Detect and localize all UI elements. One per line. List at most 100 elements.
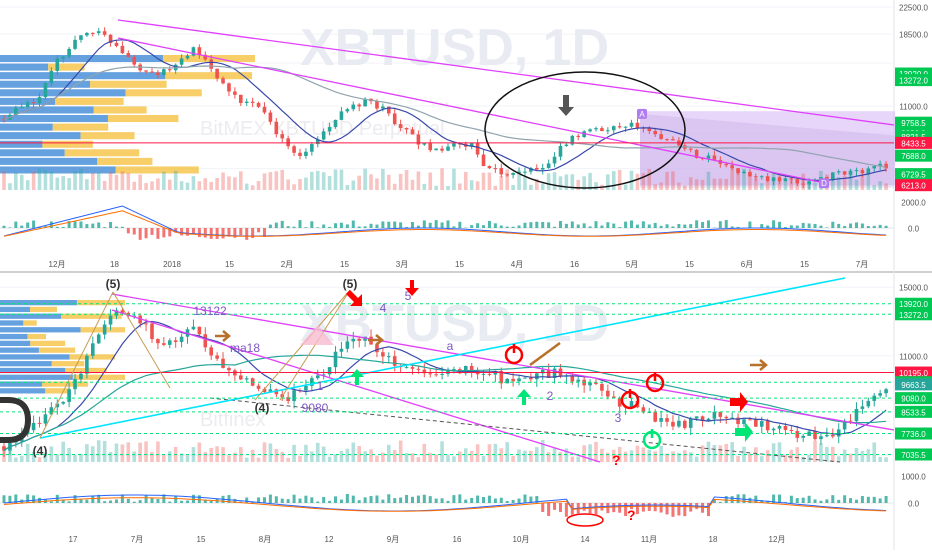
volume-bar (884, 457, 888, 462)
volume-bar (505, 442, 509, 462)
candle (180, 58, 184, 64)
oscillator-histogram-bar (612, 503, 615, 512)
oscillator-histogram-bar (334, 496, 337, 503)
oscillator-histogram-bar (162, 228, 165, 237)
oscillator-histogram-bar (168, 502, 171, 503)
volume-bar (263, 442, 267, 462)
volume-bar (559, 452, 563, 462)
oscillator-pane-1[interactable]: 2000.0 0.0 (0, 199, 926, 240)
volume-bar (553, 172, 557, 190)
volume-bar (328, 457, 332, 462)
candle (695, 416, 699, 418)
volume-profile-bar (27, 334, 46, 339)
oscillator-histogram-bar (606, 503, 609, 513)
oscillator-tick-label: 0.0 (908, 225, 920, 234)
volume-bar (529, 185, 533, 190)
candle (304, 386, 308, 390)
oscillator-histogram-bar (62, 227, 65, 228)
volume-bar (203, 452, 207, 462)
volume-bar (405, 453, 409, 462)
oscillator-histogram-bar (837, 500, 840, 503)
volume-bar (541, 183, 545, 190)
candle (861, 170, 865, 173)
candle (446, 147, 450, 151)
volume-bar (861, 451, 865, 462)
volume-bar (346, 449, 350, 462)
candle (399, 124, 403, 128)
candle (121, 46, 125, 53)
candle (44, 83, 48, 97)
candle (440, 149, 444, 151)
candle (150, 324, 154, 340)
oscillator-histogram-bar (464, 500, 467, 503)
oscillator-histogram-bar (701, 222, 704, 228)
volume-bar (245, 184, 249, 190)
oscillator-histogram-bar (263, 497, 266, 503)
oscillator-histogram-bar (695, 220, 698, 228)
volume-bar (375, 178, 379, 190)
candle (156, 72, 160, 74)
volume-profile-bar (0, 300, 77, 305)
oscillator-histogram-bar (358, 227, 361, 228)
oscillator-histogram-bar (814, 499, 817, 503)
candle (878, 393, 882, 395)
wave-label: (4) (33, 444, 48, 458)
oscillator-histogram-bar (411, 497, 414, 503)
candle (677, 421, 681, 427)
oscillator-histogram-bar (115, 227, 118, 228)
volume-bar (849, 454, 853, 462)
wave-label: (5) (343, 277, 358, 291)
oscillator-histogram-bar (281, 221, 284, 228)
candle (387, 356, 391, 357)
candle (168, 69, 172, 70)
price-pane-2[interactable]: XBTUSD, 1DBitfinex(5)(5)(4)(4)13122ma189… (0, 277, 932, 526)
oscillator-histogram-bar (660, 226, 663, 228)
oscillator-tick-label: 2000.0 (901, 199, 926, 208)
oscillator-histogram-bar (375, 225, 378, 228)
oscillator-pane-2[interactable]: 1000.00.0 (0, 473, 926, 517)
oscillator-histogram-bar (316, 227, 319, 228)
oscillator-histogram-bar (843, 495, 846, 503)
candle (488, 374, 492, 375)
volume-bar (298, 456, 302, 462)
candle (192, 47, 196, 55)
oscillator-histogram-bar (447, 220, 450, 228)
oscillator-histogram-bar (825, 499, 828, 503)
candle (772, 429, 776, 431)
oscillator-histogram-bar (819, 226, 822, 228)
candle (872, 166, 876, 168)
candle (405, 128, 409, 129)
candle (351, 339, 355, 341)
candle (79, 35, 83, 40)
volume-bar (677, 183, 681, 190)
oscillator-histogram-bar (535, 222, 538, 228)
oscillator-histogram-bar (109, 501, 112, 503)
candle (79, 374, 83, 379)
volume-bar (363, 451, 367, 462)
volume-bar (304, 445, 308, 462)
x-tick-label: 9月 (387, 535, 399, 544)
candle (215, 69, 219, 79)
red-arrow-icon (730, 392, 748, 412)
volume-bar (423, 184, 427, 190)
volume-bar (79, 169, 83, 190)
oscillator-histogram-bar (56, 227, 59, 228)
x-tick-label: 8月 (259, 535, 271, 544)
candle (505, 174, 509, 175)
candle (884, 389, 888, 393)
oscillator-histogram-bar (364, 497, 367, 503)
candle (375, 101, 379, 108)
volume-bar (665, 172, 669, 190)
oscillator-histogram-bar (595, 221, 598, 228)
candle (357, 105, 361, 107)
candle (795, 431, 799, 438)
candle (748, 419, 752, 420)
candle (553, 157, 557, 164)
volume-bar (304, 178, 308, 190)
chart-watermark: XBTUSD, 1D (300, 19, 609, 77)
candle (103, 31, 107, 35)
oscillator-histogram-bar (68, 501, 71, 503)
